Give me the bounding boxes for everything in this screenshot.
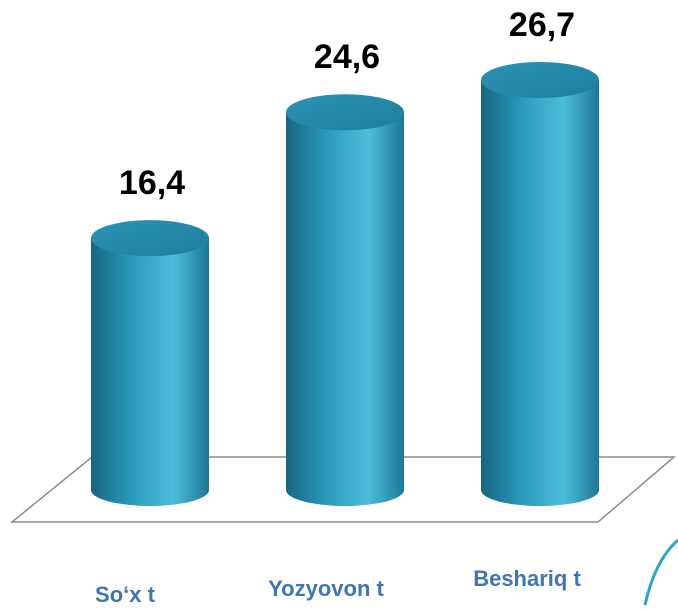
cylinder-top (91, 220, 209, 257)
cylinder-body (91, 238, 209, 506)
cylinder-body (286, 112, 404, 506)
cylinder (481, 62, 599, 506)
cylinder-top (286, 94, 404, 131)
cylinder (91, 220, 209, 506)
x-tick-label: Beshariq t (473, 566, 581, 591)
decor-arc (643, 538, 678, 606)
value-label: 24,6 (314, 38, 380, 76)
cylinder-top (481, 62, 599, 98)
x-tick-label: So‘x t (95, 582, 156, 607)
value-label: 26,7 (509, 6, 575, 44)
cylinder (286, 94, 404, 506)
value-label: 16,4 (119, 164, 185, 202)
x-tick-label: Yozyovon t (268, 576, 384, 601)
cylinder-body (481, 80, 599, 506)
